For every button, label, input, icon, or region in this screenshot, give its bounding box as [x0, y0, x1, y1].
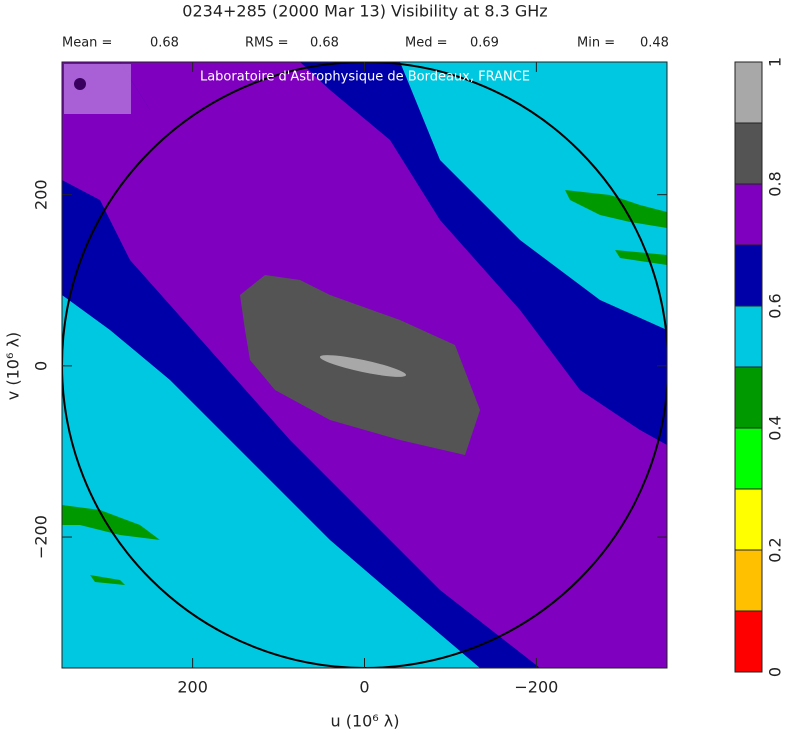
- y-axis-label: v (10⁶ λ): [4, 332, 23, 400]
- colorbar-segment: [734, 122, 763, 185]
- colorbar-segment: [734, 427, 763, 490]
- stats: Mean = 0.68 RMS = 0.68 Med = 0.69 Min = 0.48: [62, 36, 669, 51]
- colorbar-segment: [734, 61, 763, 124]
- stat-value: 0.69: [470, 36, 499, 51]
- stat-label: Min =: [577, 36, 615, 51]
- colorbar-segment: [734, 183, 763, 246]
- colorbar-segment: [734, 305, 763, 368]
- region: [565, 190, 667, 228]
- logo: [64, 64, 131, 114]
- stat-value: 0.68: [150, 36, 179, 51]
- colorbar-tick-label: 1: [766, 57, 785, 67]
- stat-value: 0.48: [640, 36, 669, 51]
- map: [62, 62, 667, 668]
- colorbar-segment: [734, 549, 763, 612]
- logo-mark: [74, 78, 86, 90]
- colorbar-segment: [734, 244, 763, 307]
- stat-label: Med =: [405, 36, 448, 51]
- colorbar-segment: [734, 610, 763, 673]
- colorbar-tick-label: 0.6: [766, 293, 785, 318]
- chart-title: 0234+285 (2000 Mar 13) Visibility at 8.3…: [182, 2, 547, 21]
- region: [615, 250, 667, 265]
- stat-label: Mean =: [62, 36, 112, 51]
- region: [90, 575, 125, 585]
- colorbar-tick-label: 0.8: [766, 171, 785, 196]
- stat-value: 0.68: [310, 36, 339, 51]
- annotation: Laboratoire d'Astrophysique de Bordeaux,…: [200, 70, 530, 85]
- x-axis-label: u (10⁶ λ): [330, 712, 399, 731]
- colorbar: 0 0.2 0.4 0.6 0.8 1: [734, 57, 785, 677]
- stat-label: RMS =: [245, 36, 289, 51]
- colorbar-tick-label: 0.4: [766, 415, 785, 440]
- colorbar-tick-label: 0: [766, 667, 785, 677]
- y-tick-label: 0: [32, 361, 51, 371]
- x-tick-label: 0: [359, 678, 369, 697]
- y-tick-label: −200: [32, 515, 51, 559]
- region: [319, 355, 407, 377]
- colorbar-segment: [734, 488, 763, 551]
- colorbar-segment: [734, 366, 763, 429]
- colorbar-tick-label: 0.2: [766, 537, 785, 562]
- y-tick-label: 200: [32, 179, 51, 210]
- region: [62, 505, 160, 540]
- x-tick-label: 200: [177, 678, 208, 697]
- x-tick-label: −200: [514, 678, 558, 697]
